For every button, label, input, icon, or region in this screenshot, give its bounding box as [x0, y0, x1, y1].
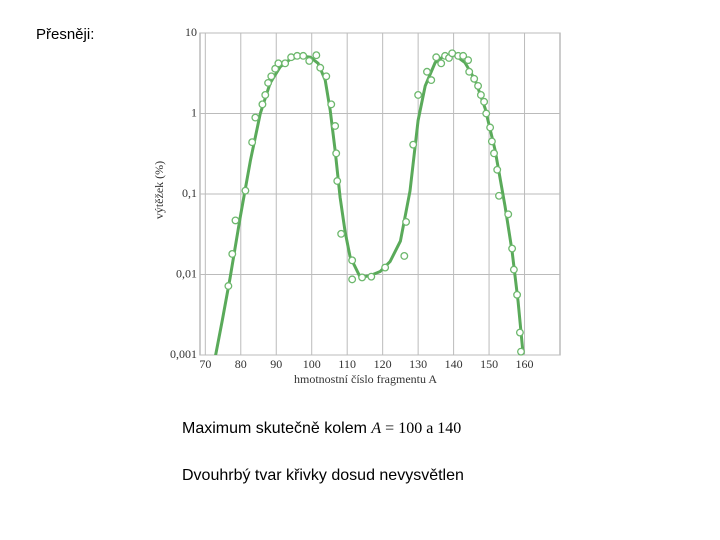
note: Dvouhrbý tvar křivky dosud nevysvětlen	[182, 467, 464, 484]
x-tick-label: 120	[374, 357, 392, 371]
data-point	[513, 290, 522, 299]
grid	[200, 32, 560, 356]
data-point	[465, 67, 474, 76]
data-point	[332, 149, 341, 158]
data-point	[327, 100, 336, 109]
x-tick-label: 140	[445, 357, 463, 371]
data-point	[322, 72, 331, 81]
data-point	[224, 282, 233, 290]
note: Maximum skutečně kolem A = 100 a 140	[182, 420, 461, 438]
x-tick-label: 150	[480, 357, 498, 371]
data-point	[508, 244, 517, 253]
data-point	[476, 90, 485, 99]
data-point	[367, 272, 376, 281]
data-point	[437, 59, 446, 68]
data-point	[470, 74, 479, 83]
x-tick-label: 70	[199, 357, 211, 371]
y-axis-label: výtěžek (%)	[152, 161, 166, 219]
data-point	[251, 113, 260, 122]
data-point	[241, 186, 250, 195]
data-point	[515, 328, 524, 337]
data-point	[495, 191, 503, 200]
x-tick-label: 160	[516, 357, 534, 371]
data-point	[312, 51, 321, 60]
data-point	[261, 90, 270, 99]
data-point	[305, 56, 314, 65]
data-point	[414, 90, 423, 99]
data-point	[274, 59, 283, 68]
data-point	[487, 137, 496, 146]
data-point	[490, 149, 498, 158]
y-tick-label: 0,01	[176, 266, 197, 280]
data-point	[231, 216, 240, 225]
note-text: Maximum skutečně kolem	[182, 420, 372, 437]
data-point	[258, 100, 267, 109]
heading: Přesněji:	[36, 26, 95, 43]
data-point	[427, 76, 436, 85]
data-point	[267, 72, 276, 81]
y-tick-label: 0,001	[170, 347, 197, 361]
data-point	[509, 265, 518, 274]
data-point	[348, 275, 357, 284]
x-tick-label: 130	[409, 357, 427, 371]
data-point	[486, 123, 495, 132]
data-point	[504, 210, 513, 219]
data-point	[381, 263, 390, 272]
data-point	[281, 59, 290, 68]
data-point	[299, 51, 308, 60]
data-point	[482, 109, 491, 118]
data-point	[333, 177, 342, 185]
data-point	[432, 53, 441, 62]
x-tick-label: 90	[270, 357, 282, 371]
data-point	[331, 122, 340, 130]
data-point	[464, 56, 473, 65]
data-point	[248, 138, 257, 147]
x-tick-label: 80	[235, 357, 247, 371]
data-point	[400, 251, 409, 260]
data-point	[264, 78, 273, 87]
data-point	[423, 67, 431, 76]
x-tick-label: 110	[338, 357, 356, 371]
data-point	[493, 165, 502, 174]
data-point	[409, 140, 418, 149]
data-point	[402, 217, 411, 226]
data-point	[316, 63, 325, 72]
data-point	[228, 250, 237, 258]
data-point	[337, 229, 346, 238]
y-tick-label: 1	[191, 105, 197, 119]
data-point	[348, 256, 357, 265]
data-point	[459, 51, 468, 60]
data-point	[517, 347, 525, 356]
y-tick-label: 0,1	[182, 186, 197, 200]
x-tick-label: 100	[303, 357, 321, 371]
data-point	[474, 81, 483, 90]
note-text: A	[371, 420, 382, 437]
data-point	[480, 97, 489, 106]
chart: hmotnostní číslo fragmentu A výtěžek (%)…	[152, 25, 561, 386]
data-point	[358, 273, 367, 282]
x-axis-label: hmotnostní číslo fragmentu A	[294, 372, 437, 386]
y-tick-label: 10	[185, 25, 197, 39]
note-text: = 100 a 140	[381, 420, 462, 437]
